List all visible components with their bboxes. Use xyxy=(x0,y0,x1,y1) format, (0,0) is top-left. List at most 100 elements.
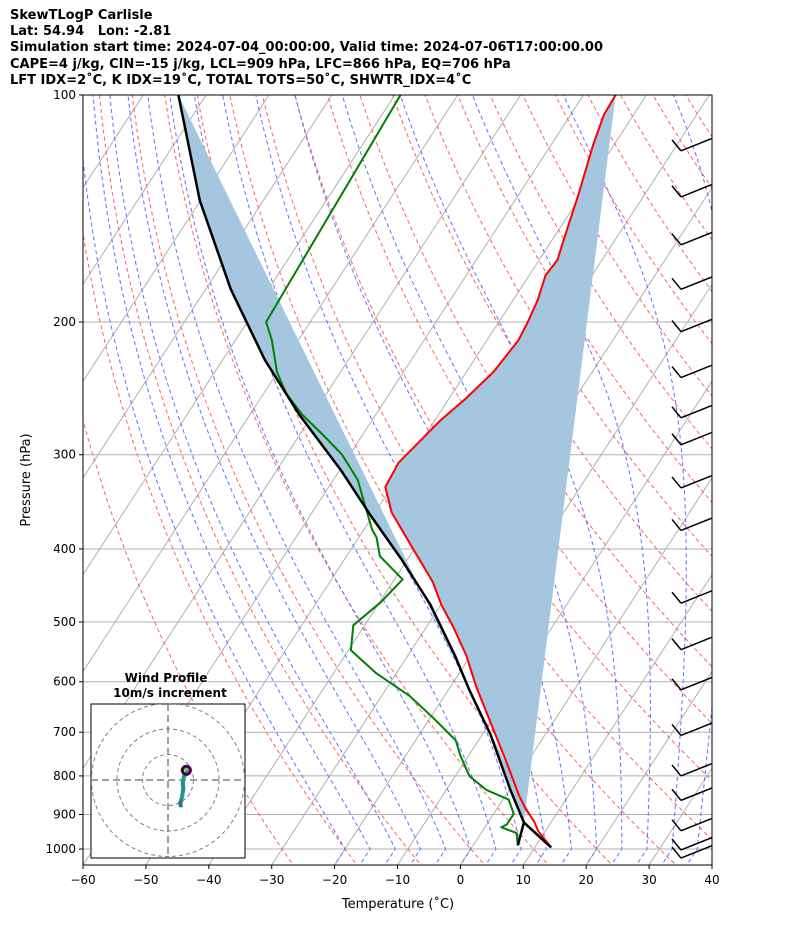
isotherm-line xyxy=(585,670,712,865)
barb-flag xyxy=(671,819,682,832)
moist-adiabat-line xyxy=(399,95,623,865)
barb-staff xyxy=(680,762,712,777)
y-tick-label: 500 xyxy=(53,615,76,629)
barb-flag xyxy=(671,366,682,379)
dry-adiabat-line xyxy=(457,95,712,504)
title-station: SkewTLogP Carlisle xyxy=(10,8,153,23)
barb-staff xyxy=(680,517,712,532)
isotherm-line xyxy=(83,95,333,479)
barb-staff xyxy=(680,431,712,446)
moist-adiabat-line xyxy=(147,95,447,865)
wind-barb xyxy=(671,318,712,333)
dry-adiabat-line xyxy=(294,95,712,782)
axes: −60 −50 −40 −30 −20 −10 0 10 20 30 40 100 200 300 400 5… xyxy=(45,88,719,887)
dry-adiabat-line xyxy=(772,78,794,868)
chart-title-block: SkewTLogP Carlisle Lat: 54.94 Lon: -2.81… xyxy=(10,8,603,89)
wind-barb xyxy=(671,762,712,777)
x-tick-label: −40 xyxy=(196,873,221,887)
barb-flag xyxy=(671,838,682,851)
moist-adiabat-line xyxy=(169,95,472,865)
barb-staff xyxy=(680,636,712,651)
barb-staff xyxy=(680,817,712,832)
moist-adiabat-line xyxy=(294,95,572,865)
x-tick-label: −50 xyxy=(133,873,158,887)
barb-flag xyxy=(671,591,682,604)
y-tick-label: 700 xyxy=(53,725,76,739)
y-tick-label: 900 xyxy=(53,807,76,821)
title-indices: LFT IDX=2˚C, K IDX=19˚C, TOTAL TOTS=50˚C… xyxy=(10,72,472,88)
wind-barb xyxy=(671,276,712,290)
barb-staff xyxy=(680,676,712,691)
moist-adiabat-line xyxy=(92,95,371,865)
y-axis-label: Pressure (hPa) xyxy=(19,433,34,526)
wind-barb xyxy=(671,722,712,737)
wind-barb xyxy=(671,817,712,832)
barb-flag xyxy=(671,638,682,651)
dry-adiabat-line xyxy=(708,78,794,868)
dry-adiabat-line xyxy=(619,95,712,241)
moist-adiabat-line xyxy=(193,95,497,865)
isotherm-line xyxy=(459,477,712,865)
wind-barb xyxy=(671,787,712,802)
isotherm-line xyxy=(711,864,712,865)
x-tick-label: −10 xyxy=(385,873,410,887)
parcel-lcl-line xyxy=(516,822,526,846)
isotherm-line xyxy=(0,78,91,868)
x-tick-label: 30 xyxy=(641,873,656,887)
wind-barb xyxy=(671,836,712,851)
moist-adiabat-line xyxy=(83,154,346,865)
isotherm-line xyxy=(83,95,459,673)
wind-barb xyxy=(671,844,712,859)
wind-barb xyxy=(671,676,712,691)
x-tick-label: −60 xyxy=(70,873,95,887)
x-tick-label: 0 xyxy=(457,873,465,887)
moist-adiabat-line xyxy=(471,95,651,865)
x-tick-label: 10 xyxy=(516,873,531,887)
wind-barb xyxy=(671,431,712,446)
cape-area xyxy=(178,95,616,823)
y-tick-label: 800 xyxy=(53,769,76,783)
barb-staff xyxy=(680,787,712,802)
barb-flag xyxy=(671,406,682,419)
barb-flag xyxy=(671,433,682,446)
dry-adiabat-line xyxy=(83,417,294,865)
dry-adiabat-line xyxy=(587,95,712,293)
dry-adiabat-line xyxy=(652,95,712,190)
moist-adiabat-line xyxy=(109,95,396,865)
wind-barb xyxy=(671,636,712,651)
y-tick-label: 300 xyxy=(53,448,76,462)
hodograph-title: Wind Profile xyxy=(125,671,208,685)
barb-flag xyxy=(671,139,682,152)
barb-staff xyxy=(680,276,712,290)
barb-staff xyxy=(680,364,712,379)
cape-fill xyxy=(178,95,616,823)
wind-barb xyxy=(671,404,712,419)
barb-flag xyxy=(671,185,682,198)
isotherm-line xyxy=(396,380,712,865)
barb-flag xyxy=(671,233,682,246)
barb-staff xyxy=(680,722,712,737)
dry-adiabat-line xyxy=(261,95,712,840)
wind-barb xyxy=(671,364,712,379)
parcel-line xyxy=(177,95,552,849)
hodograph-subtitle: 10m/s increment xyxy=(113,686,227,700)
y-tick-label: 600 xyxy=(53,675,76,689)
isotherm-line xyxy=(83,95,270,383)
barb-flag xyxy=(671,320,682,333)
barb-flag xyxy=(671,678,682,691)
title-latlon: Lat: 54.94 Lon: -2.81 xyxy=(10,24,172,40)
barb-flag xyxy=(671,723,682,736)
wind-barb xyxy=(671,589,712,604)
barb-staff xyxy=(680,844,712,859)
hodograph-segment xyxy=(178,800,183,808)
dewpoint-line xyxy=(265,95,519,846)
wind-barb xyxy=(671,231,712,246)
barb-staff xyxy=(680,589,712,604)
dry-adiabat-line xyxy=(131,95,486,865)
hodograph xyxy=(90,703,246,859)
isotherm-line xyxy=(648,767,712,865)
barb-staff xyxy=(680,231,712,246)
wind-barbs xyxy=(671,137,712,859)
dry-adiabat-line xyxy=(685,95,712,138)
